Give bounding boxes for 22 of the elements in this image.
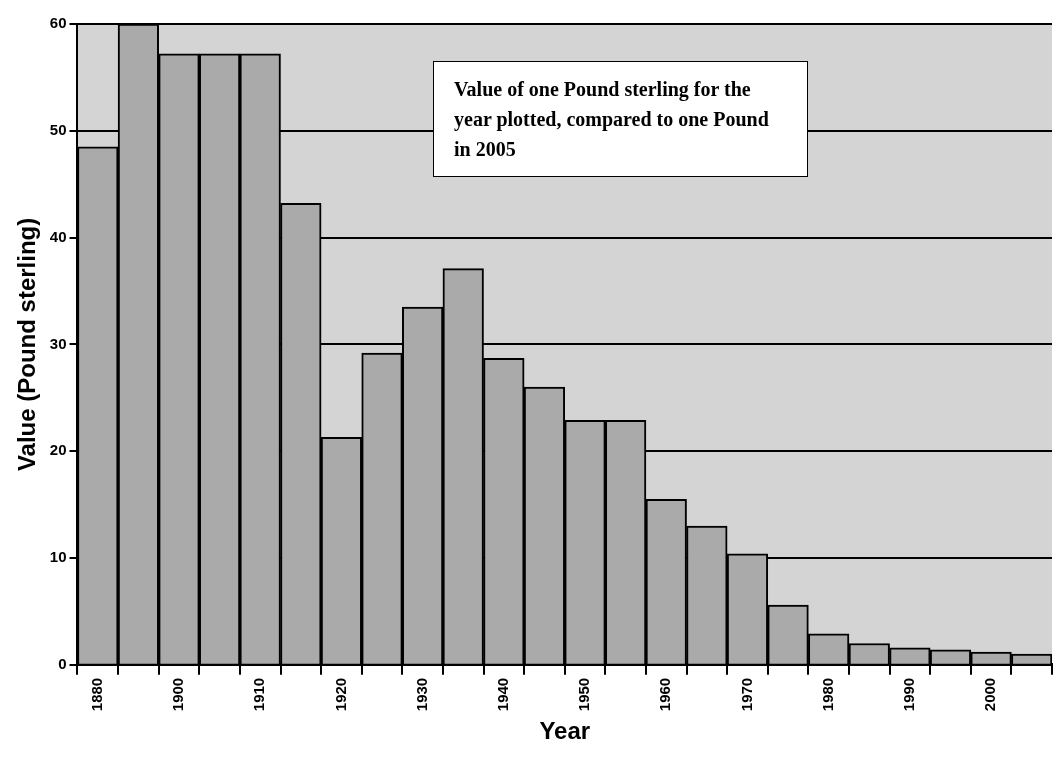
y-tick-label: 60 xyxy=(49,14,67,32)
y-tick-label: 40 xyxy=(49,227,67,245)
x-tick-label: 1910 xyxy=(250,677,268,712)
y-tick-label: 0 xyxy=(58,654,67,672)
y-tick-label: 50 xyxy=(49,120,67,138)
y-tick-label: 20 xyxy=(49,441,67,459)
x-axis-title: Year xyxy=(539,717,591,745)
x-tick-label: 1900 xyxy=(169,677,187,712)
x-tick-label: 1930 xyxy=(412,677,430,712)
y-axis-title: Value (Pound sterling) xyxy=(13,217,41,472)
x-tick-label: 1980 xyxy=(818,677,836,712)
y-tick-label: 10 xyxy=(49,548,67,566)
note-box: Value of one Pound sterling for the year plotted, compared to one Pound in 2005 xyxy=(433,61,808,177)
x-tick-label: 1880 xyxy=(87,677,105,712)
x-tick-label: 1920 xyxy=(331,677,349,712)
x-tick-label: 1990 xyxy=(900,677,918,712)
x-tick-label: 2000 xyxy=(981,677,999,712)
y-tick-label: 30 xyxy=(49,334,67,352)
x-tick-label: 1960 xyxy=(656,677,674,712)
x-tick-label: 1950 xyxy=(575,677,593,712)
x-tick-label: 1940 xyxy=(493,677,511,712)
x-tick-label: 1970 xyxy=(737,677,755,712)
